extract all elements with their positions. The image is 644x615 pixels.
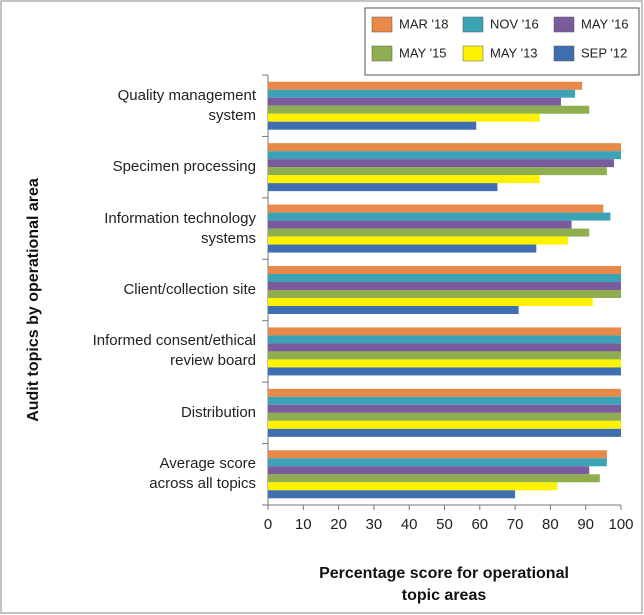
bar xyxy=(268,244,537,253)
x-tick-label: 10 xyxy=(295,516,312,533)
legend-label: SEP '12 xyxy=(581,45,627,60)
bar xyxy=(268,159,614,168)
bar xyxy=(268,298,593,306)
bar xyxy=(268,466,590,475)
bar xyxy=(268,396,621,405)
legend-label: MAY '13 xyxy=(490,45,538,60)
bar xyxy=(268,404,621,413)
x-tick-label: 90 xyxy=(577,516,594,533)
x-axis-title: Percentage score for operational topic a… xyxy=(319,565,569,604)
bar xyxy=(268,151,621,160)
legend-label: MAY '16 xyxy=(581,16,629,31)
bar xyxy=(268,490,516,499)
x-tick-label: 70 xyxy=(507,516,524,533)
x-tick-label: 100 xyxy=(608,516,633,533)
x-tick-label: 0 xyxy=(264,516,272,533)
bar xyxy=(268,343,621,352)
bar xyxy=(268,274,621,282)
x-tick-label: 30 xyxy=(366,516,383,533)
bar xyxy=(268,290,621,298)
legend-swatch xyxy=(462,45,484,62)
bar xyxy=(268,474,600,483)
bar xyxy=(268,183,498,192)
x-tick-label: 80 xyxy=(542,516,559,533)
legend-label: MAY '15 xyxy=(399,45,447,60)
legend-swatch xyxy=(371,16,393,33)
bar xyxy=(268,204,604,213)
bar xyxy=(268,81,583,90)
bar xyxy=(268,420,621,429)
legend-swatch xyxy=(553,45,575,62)
bar xyxy=(268,458,607,467)
legend-label: MAR '18 xyxy=(399,16,448,31)
bar xyxy=(268,482,558,491)
bar xyxy=(268,412,621,421)
x-tick-label: 60 xyxy=(471,516,488,533)
bar xyxy=(268,335,621,344)
y-tick-label: Quality management system xyxy=(117,86,256,124)
bar xyxy=(268,89,576,98)
legend-box xyxy=(364,7,640,76)
x-tick-label: 50 xyxy=(436,516,453,533)
bar xyxy=(268,236,569,245)
y-tick-label: Information technology systems xyxy=(104,209,256,247)
x-tick-label: 20 xyxy=(330,516,347,533)
bar xyxy=(268,113,540,122)
y-tick-label: Distribution xyxy=(180,403,256,421)
bar xyxy=(268,175,540,184)
bar xyxy=(268,351,621,360)
bar xyxy=(268,388,621,397)
x-tick-label: 40 xyxy=(401,516,418,533)
bar xyxy=(268,105,590,114)
bar xyxy=(268,143,621,152)
bar xyxy=(268,212,611,221)
bar xyxy=(268,228,590,237)
bar xyxy=(268,359,621,368)
bar xyxy=(268,428,621,437)
y-tick-label: Informed consent/ethical review board xyxy=(92,332,256,370)
legend-swatch xyxy=(371,45,393,62)
bar xyxy=(268,282,621,290)
bar xyxy=(268,167,607,176)
bar xyxy=(268,266,621,274)
legend-swatch xyxy=(462,16,484,33)
legend-swatch xyxy=(553,16,575,33)
bar xyxy=(268,450,607,459)
legend-label: NOV '16 xyxy=(490,16,539,31)
y-tick-label: Specimen processing xyxy=(112,158,256,176)
y-tick-label: Client/collection site xyxy=(123,281,256,298)
bar xyxy=(268,367,621,376)
bar xyxy=(268,327,621,336)
bar xyxy=(268,121,477,130)
bar xyxy=(268,97,561,106)
bar xyxy=(268,220,572,229)
y-tick-label: Average score across all topics xyxy=(149,455,256,493)
bar xyxy=(268,306,519,314)
